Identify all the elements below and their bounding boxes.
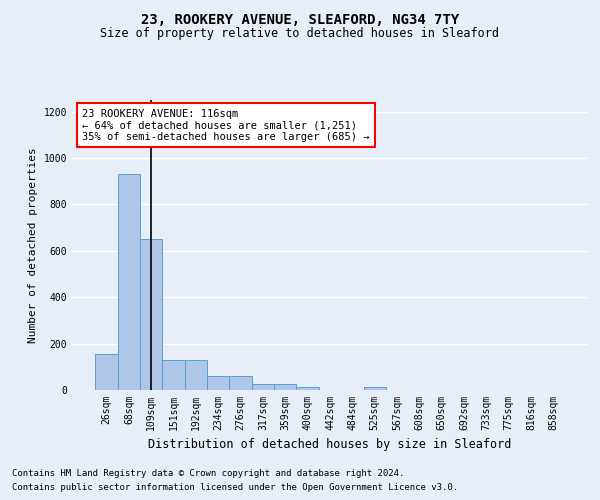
Text: 23 ROOKERY AVENUE: 116sqm
← 64% of detached houses are smaller (1,251)
35% of se: 23 ROOKERY AVENUE: 116sqm ← 64% of detac… [82, 108, 370, 142]
X-axis label: Distribution of detached houses by size in Sleaford: Distribution of detached houses by size … [148, 438, 512, 452]
Bar [274, 384, 296, 390]
Y-axis label: Number of detached properties: Number of detached properties [28, 147, 38, 343]
Bar [252, 384, 274, 390]
Text: Size of property relative to detached houses in Sleaford: Size of property relative to detached ho… [101, 28, 499, 40]
Bar [229, 376, 252, 390]
Bar [140, 239, 163, 390]
Bar [118, 174, 140, 390]
Text: 23, ROOKERY AVENUE, SLEAFORD, NG34 7TY: 23, ROOKERY AVENUE, SLEAFORD, NG34 7TY [141, 12, 459, 26]
Text: Contains public sector information licensed under the Open Government Licence v3: Contains public sector information licen… [12, 484, 458, 492]
Bar [364, 386, 386, 390]
Bar [296, 387, 319, 390]
Bar [185, 360, 207, 390]
Bar [163, 360, 185, 390]
Bar [95, 354, 118, 390]
Bar [207, 376, 229, 390]
Text: Contains HM Land Registry data © Crown copyright and database right 2024.: Contains HM Land Registry data © Crown c… [12, 468, 404, 477]
